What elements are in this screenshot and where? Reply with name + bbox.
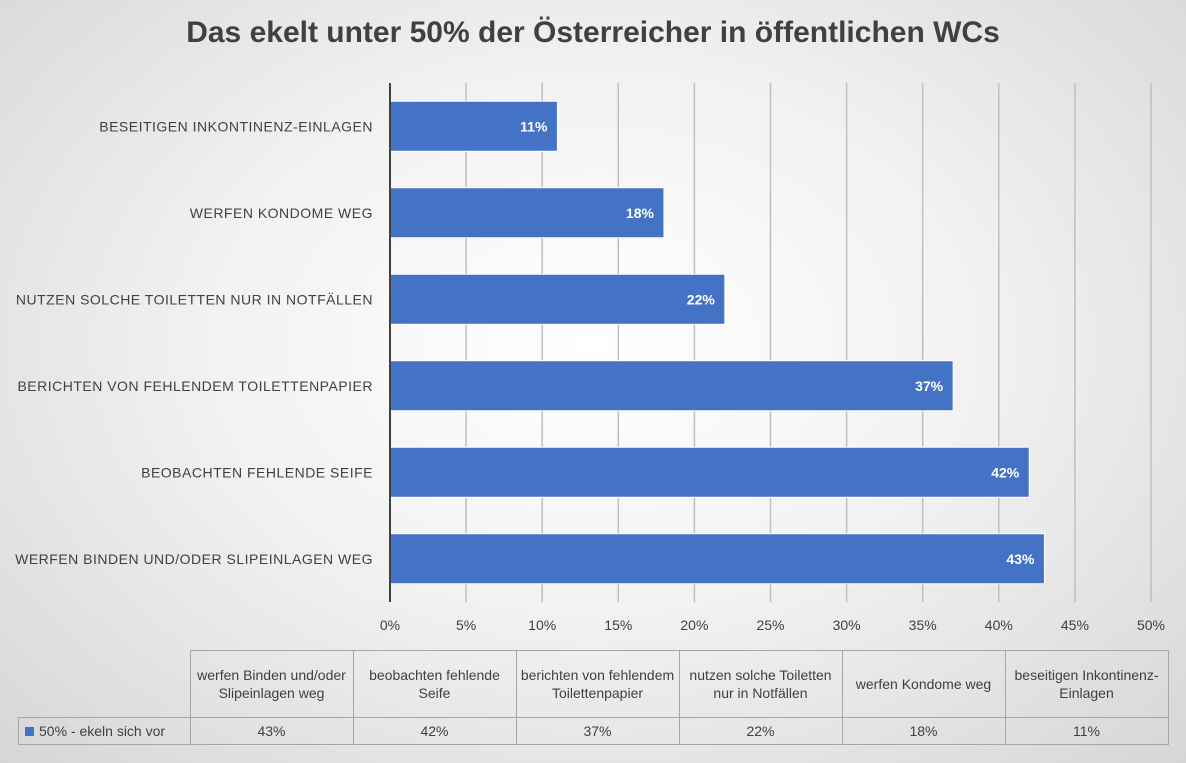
data-table-series-cell: 50% - ekeln sich vor xyxy=(18,717,191,745)
bar xyxy=(389,187,665,239)
category-labels: WERFEN BINDEN UND/ODER SLIPEINLAGEN WEG B… xyxy=(15,118,373,567)
data-table-header: nutzen solche Toiletten nur in Notfällen xyxy=(678,650,843,718)
data-table-header: beobachten fehlende Seife xyxy=(352,650,517,718)
data-table: werfen Binden und/oder Slipeinlagen weg … xyxy=(18,650,1169,745)
data-table-header: berichten von fehlendem Toilettenpapier xyxy=(515,650,680,718)
gridlines xyxy=(465,83,1152,602)
bar-data-label: 43% xyxy=(1006,551,1035,567)
bars: 43% 42% 37% 22% 18% 11% xyxy=(389,100,1045,585)
data-table-header: werfen Binden und/oder Slipeinlagen weg xyxy=(189,650,354,718)
x-tick-label: 10% xyxy=(528,617,556,633)
data-table-value: 22% xyxy=(678,717,843,745)
x-tick-label: 15% xyxy=(604,617,632,633)
bar xyxy=(389,446,1030,498)
category-label: WERFEN BINDEN UND/ODER SLIPEINLAGEN WEG xyxy=(15,551,373,567)
x-tick-label: 20% xyxy=(680,617,708,633)
x-tick-label: 40% xyxy=(985,617,1013,633)
chart-title: Das ekelt unter 50% der Österreicher in … xyxy=(186,16,1000,49)
category-label: BEOBACHTEN FEHLENDE SEIFE xyxy=(141,464,373,480)
data-table-corner xyxy=(18,650,191,718)
x-tick-label: 35% xyxy=(909,617,937,633)
bar xyxy=(389,533,1045,585)
x-tick-label: 30% xyxy=(833,617,861,633)
tick-labels: 0% 5% 10% 15% 20% 25% 30% 35% 40% 45% 50% xyxy=(380,617,1165,633)
data-table-header: werfen Kondome weg xyxy=(841,650,1006,718)
bar-data-label: 18% xyxy=(626,205,655,221)
x-tick-label: 50% xyxy=(1137,617,1165,633)
category-label: BERICHTEN VON FEHLENDEM TOILETTENPAPIER xyxy=(17,378,373,394)
data-table-value: 11% xyxy=(1004,717,1169,745)
bar xyxy=(389,360,954,412)
data-table-header: beseitigen Inkontinenz-Einlagen xyxy=(1004,650,1169,718)
legend-series-label: 50% - ekeln sich vor xyxy=(39,723,166,739)
data-table-value-row: 50% - ekeln sich vor 43% 42% 37% 22% 18%… xyxy=(18,717,1169,745)
x-tick-label: 45% xyxy=(1061,617,1089,633)
data-table-value: 37% xyxy=(515,717,680,745)
bar xyxy=(389,100,558,152)
bar-data-label: 37% xyxy=(915,378,944,394)
x-tick-label: 25% xyxy=(756,617,784,633)
category-label: BESEITIGEN INKONTINENZ-EINLAGEN xyxy=(99,118,373,134)
category-label: WERFEN KONDOME WEG xyxy=(190,205,373,221)
category-label: NUTZEN SOLCHE TOILETTEN NUR IN NOTFÄLLEN xyxy=(16,291,373,307)
data-table-value: 18% xyxy=(841,717,1006,745)
bar xyxy=(389,273,726,325)
bar-data-label: 42% xyxy=(991,464,1020,480)
bar-data-label: 11% xyxy=(520,118,548,134)
x-tick-label: 5% xyxy=(456,617,476,633)
legend-key-icon xyxy=(25,726,34,736)
x-tick-label: 0% xyxy=(380,617,400,633)
data-table-header-row: werfen Binden und/oder Slipeinlagen weg … xyxy=(18,650,1169,718)
bar-data-label: 22% xyxy=(687,291,716,307)
data-table-value: 42% xyxy=(352,717,517,745)
data-table-value: 43% xyxy=(189,717,354,745)
